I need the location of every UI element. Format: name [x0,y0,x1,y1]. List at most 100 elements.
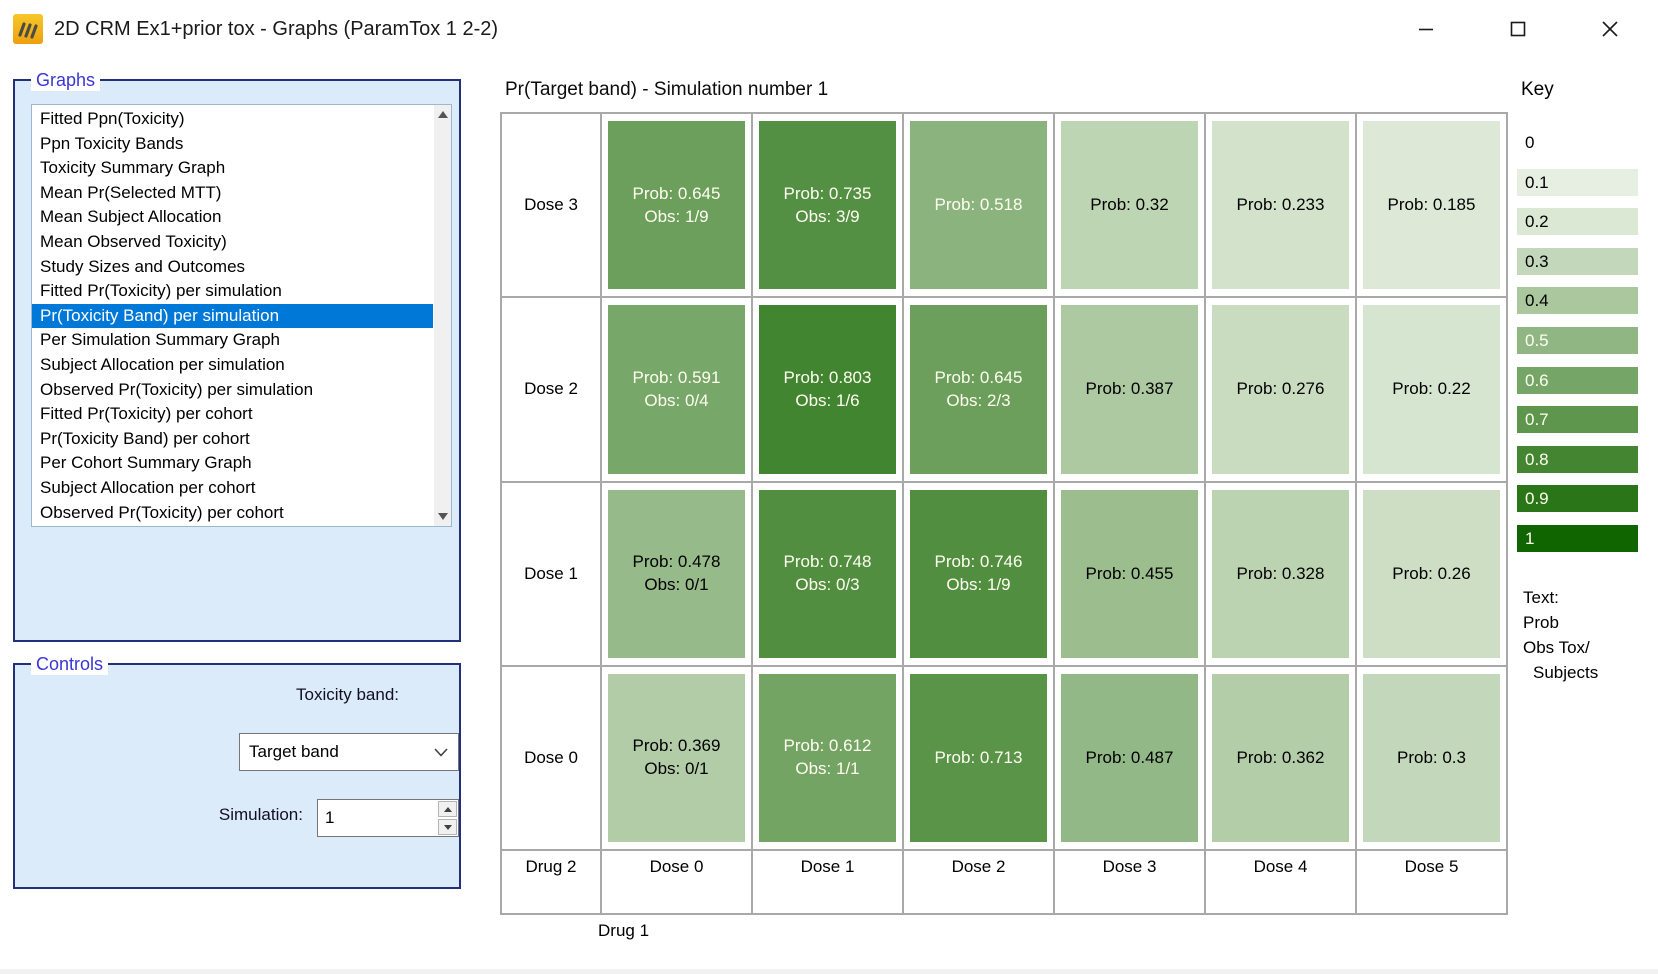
spin-down-button[interactable] [438,819,457,835]
heatmap-tile: Prob: 0.803 Obs: 1/6 [759,305,896,474]
scroll-down-button[interactable] [434,508,451,525]
heatmap-cell: Prob: 0.487 [1055,666,1204,849]
list-item[interactable]: Observed Pr(Toxicity) per simulation [40,379,314,399]
minimize-button[interactable] [1380,0,1472,58]
cell-prob-label: Prob: 0.803 [783,367,872,387]
list-item[interactable]: Fitted Ppn(Toxicity) [40,109,185,128]
list-item[interactable]: Toxicity Summary Graph [40,158,226,178]
cell-prob-label: Prob: 0.612 [783,736,872,756]
heatmap-cell: Prob: 0.591 Obs: 0/4 [602,298,751,481]
simulation-value: 1 [325,808,335,827]
spin-up-button[interactable] [438,801,457,817]
key-swatch: 0.3 [1517,247,1638,275]
graphs-list[interactable]: Fitted Ppn(Toxicity) Ppn Toxicity Bands To… [31,104,452,527]
list-item[interactable]: Per Simulation Summary Graph [40,330,280,350]
cell-prob-label: Prob: 0.645 [632,183,721,203]
cell-prob-label: Prob: 0.369 [632,736,721,756]
list-item[interactable]: Fitted Pr(Toxicity) per cohort [40,404,253,424]
row-header: Dose 1 [502,482,600,665]
list-item[interactable]: Ppn Toxicity Bands [40,133,184,153]
cell-prob-label: Prob: 0.32 [1090,195,1169,215]
simulation-input[interactable]: 1 [317,799,459,837]
heatmap-tile: Prob: 0.645 Obs: 1/9 [608,121,745,290]
heatmap-tile: Prob: 0.591 Obs: 0/4 [608,305,745,474]
cell-prob-label: Prob: 0.26 [1392,563,1471,583]
heatmap-cell: Prob: 0.478 Obs: 0/1 [602,482,751,665]
heatmap-cell: Prob: 0.735 Obs: 3/9 [753,114,902,297]
heatmap-cell: Prob: 0.387 [1055,298,1204,481]
heatmap-tile: Prob: 0.612 Obs: 1/1 [759,673,896,842]
heatmap-tile: Prob: 0.22 [1363,305,1500,474]
heatmap-tile: Prob: 0.487 [1061,673,1198,842]
graphs-list-scrollbar[interactable] [434,105,451,526]
cell-obs-label: Obs: 1/6 [795,390,860,410]
heatmap-cell: Prob: 0.612 Obs: 1/1 [753,666,902,849]
scroll-up-button[interactable] [434,106,451,123]
heatmap-tile: Prob: 0.735 Obs: 3/9 [759,121,896,290]
row-header: Dose 0 [502,666,600,849]
column-header: Dose 1 [753,851,902,913]
heatmap-cell: Prob: 0.455 [1055,482,1204,665]
controls-groupbox-label: Controls [31,653,109,675]
chevron-up-icon [437,111,448,118]
key-swatch: 0 [1525,133,1535,152]
list-item[interactable]: Pr(Toxicity Band) per cohort [40,428,250,448]
heatmap-tile: Prob: 0.455 [1061,489,1198,658]
heatmap-cell: Prob: 0.369 Obs: 0/1 [602,666,751,849]
list-item[interactable]: Mean Pr(Selected MTT) [40,182,222,202]
key-swatch: 0.5 [1517,326,1638,354]
list-item[interactable]: Subject Allocation per cohort [40,477,256,497]
cell-prob-label: Prob: 0.713 [934,747,1023,767]
list-item[interactable]: Pr(Toxicity Band) per simulation [32,303,433,329]
maximize-button[interactable] [1472,0,1564,58]
cell-obs-label: Obs: 0/1 [644,575,709,595]
x-axis-label: Drug 1 [598,921,650,940]
heatmap-tile: Prob: 0.3 [1363,673,1500,842]
heatmap-cell: Prob: 0.22 [1357,298,1506,481]
key-note-line: Prob [1523,613,1559,632]
list-item[interactable]: Fitted Pr(Toxicity) per simulation [40,281,282,301]
heatmap-tile: Prob: 0.387 [1061,305,1198,474]
controls-groupbox: Controls Toxicity band: Target band Simu… [13,653,461,889]
heatmap-cell: Prob: 0.645 Obs: 2/3 [904,298,1053,481]
heatmap-cell: Prob: 0.276 [1206,298,1355,481]
heatmap-cell: Prob: 0.233 [1206,114,1355,297]
list-item[interactable]: Study Sizes and Outcomes [40,256,246,276]
heatmap-cell: Prob: 0.746 Obs: 1/9 [904,482,1053,665]
key-note-line: Obs Tox/ [1523,638,1590,657]
column-header: Dose 2 [904,851,1053,913]
chart-title: Pr(Target band) - Simulation number 1 [505,79,829,100]
cell-obs-label: Obs: 0/1 [644,759,709,779]
column-header: Dose 4 [1206,851,1355,913]
corner-label: Drug 2 [502,851,600,913]
heatmap-tile: Prob: 0.746 Obs: 1/9 [910,489,1047,658]
heatmap-cell: Prob: 0.362 [1206,666,1355,849]
list-item[interactable]: Mean Observed Toxicity) [40,231,227,251]
cell-obs-label: Obs: 0/3 [795,575,860,595]
cell-prob-label: Prob: 0.735 [783,183,872,203]
toxicity-band-select[interactable]: Target band [239,733,459,771]
list-item[interactable]: Subject Allocation per simulation [40,354,285,374]
heatmap-tile: Prob: 0.478 Obs: 0/1 [608,489,745,658]
key-note-line: Text: [1523,588,1559,607]
title-bar: 2D CRM Ex1+prior tox - Graphs (ParamTox … [0,0,1658,58]
app-icon [13,14,43,44]
heatmap-cell: Prob: 0.328 [1206,482,1355,665]
cell-prob-label: Prob: 0.233 [1236,195,1325,215]
key-swatch: 0.6 [1517,366,1638,394]
heatmap-cell: Prob: 0.32 [1055,114,1204,297]
close-button[interactable] [1564,0,1656,58]
toxicity-band-label: Toxicity band: [296,685,399,704]
list-item[interactable]: Mean Subject Allocation [40,207,222,227]
key-swatch: 0.1 [1517,168,1638,196]
key-swatch: 0.2 [1517,208,1638,236]
list-item[interactable]: Observed Pr(Toxicity) per cohort [40,502,284,522]
cell-prob-label: Prob: 0.328 [1236,563,1325,583]
key-swatch: 0.8 [1517,445,1638,473]
heatmap-cell: Prob: 0.518 [904,114,1053,297]
cell-prob-label: Prob: 0.518 [934,195,1023,215]
graphs-list-items: Fitted Ppn(Toxicity) Ppn Toxicity Bands To… [32,107,433,525]
cell-obs-label: Obs: 3/9 [795,206,860,226]
cell-obs-label: Obs: 1/9 [946,575,1011,595]
list-item[interactable]: Per Cohort Summary Graph [40,453,252,473]
